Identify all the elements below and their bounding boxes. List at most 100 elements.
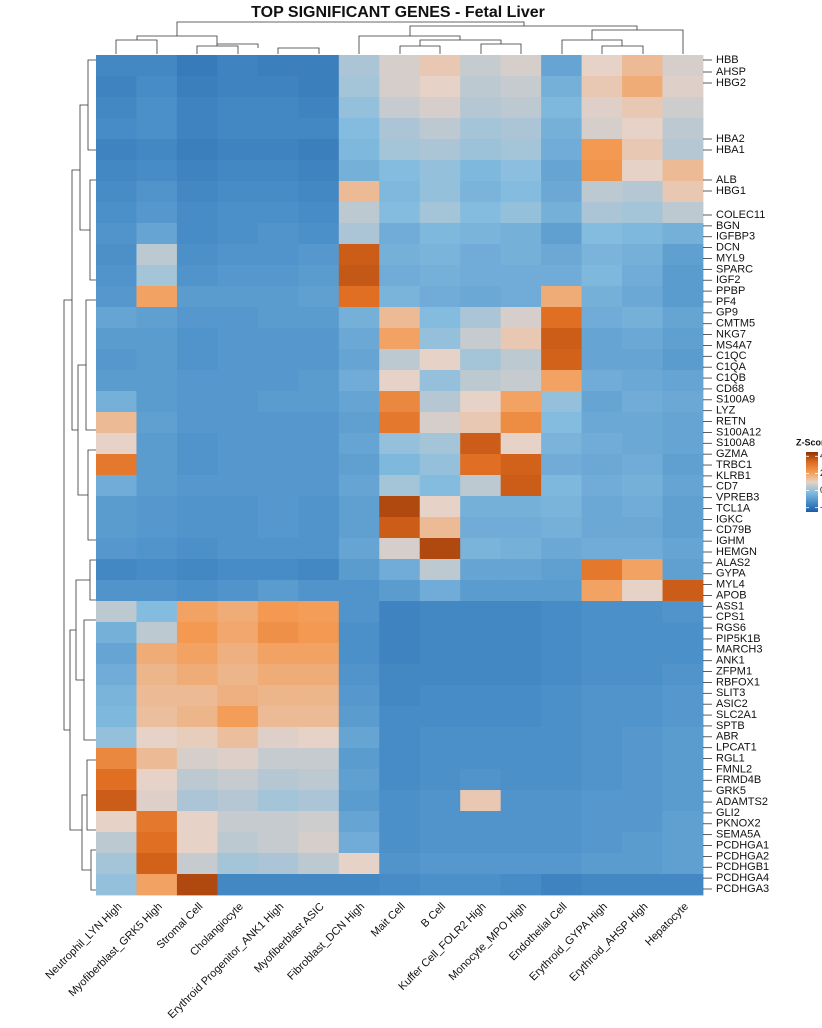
heatmap-cell xyxy=(176,622,218,644)
heatmap-cell xyxy=(500,559,542,581)
heatmap-cell xyxy=(581,538,623,560)
heatmap-cell xyxy=(662,664,704,686)
heatmap-cell xyxy=(622,412,663,434)
heatmap-cell xyxy=(298,265,340,287)
row-label: VPREB3 xyxy=(716,492,759,504)
heatmap-cell xyxy=(298,349,340,371)
heatmap-cell xyxy=(338,265,380,287)
heatmap-cell xyxy=(581,391,623,413)
row-label: COLEC11 xyxy=(716,209,765,221)
heatmap-cell xyxy=(96,664,137,686)
column-label: Erythroid_GYPA High xyxy=(527,901,610,984)
heatmap-cell xyxy=(419,706,461,728)
heatmap-cell xyxy=(96,118,137,140)
heatmap-cell xyxy=(662,853,704,875)
heatmap-cell xyxy=(217,790,259,812)
heatmap-cell xyxy=(96,328,137,350)
row-label: RETN xyxy=(716,415,746,427)
heatmap-cell xyxy=(136,643,178,665)
heatmap-cell xyxy=(176,265,218,287)
heatmap-cell xyxy=(338,517,380,539)
heatmap-cell xyxy=(622,559,663,581)
heatmap-cell xyxy=(460,559,502,581)
row-label: PCDHGA4 xyxy=(716,872,769,884)
heatmap-cell xyxy=(338,790,380,812)
heatmap-cell xyxy=(541,328,582,350)
heatmap-cell xyxy=(581,286,623,308)
heatmap-cell xyxy=(662,55,704,77)
heatmap-cell xyxy=(217,181,259,203)
heatmap-cell xyxy=(136,118,178,140)
heatmap-cell xyxy=(541,265,582,287)
heatmap-cell xyxy=(541,517,582,539)
row-label: TCL1A xyxy=(716,502,751,514)
heatmap-cell xyxy=(96,433,137,455)
row-label: C1QC xyxy=(716,350,747,362)
heatmap-cell xyxy=(581,97,623,119)
heatmap-cell xyxy=(136,727,178,749)
heatmap-cell xyxy=(460,307,502,329)
heatmap-cell xyxy=(176,790,218,812)
heatmap-cell xyxy=(581,622,623,644)
heatmap-cell xyxy=(460,328,502,350)
heatmap-cell xyxy=(217,832,259,854)
heatmap-cell xyxy=(176,496,218,518)
heatmap-cell xyxy=(460,685,502,707)
heatmap-cell xyxy=(298,874,340,896)
heatmap-cell xyxy=(622,391,663,413)
heatmap-cell xyxy=(338,97,380,119)
heatmap-cell xyxy=(581,181,623,203)
row-label: S100A12 xyxy=(716,426,761,438)
heatmap-cell xyxy=(419,853,461,875)
heatmap-cell xyxy=(136,223,178,245)
heatmap-cell xyxy=(662,790,704,812)
heatmap-cell xyxy=(500,328,542,350)
heatmap-cell xyxy=(581,727,623,749)
heatmap-cell xyxy=(662,391,704,413)
heatmap-cell xyxy=(379,244,421,266)
heatmap-cell xyxy=(581,874,623,896)
heatmap-cell xyxy=(257,118,299,140)
heatmap-cell xyxy=(96,370,137,392)
heatmap-cell xyxy=(257,55,299,77)
heatmap-cell xyxy=(217,139,259,161)
heatmap-cell xyxy=(136,496,178,518)
heatmap-cell xyxy=(379,391,421,413)
heatmap-cell xyxy=(500,874,542,896)
heatmap-cell xyxy=(581,433,623,455)
heatmap-cell xyxy=(298,643,340,665)
heatmap-cell xyxy=(298,727,340,749)
heatmap-cell xyxy=(541,496,582,518)
row-label: HBB xyxy=(716,54,739,66)
heatmap-cell xyxy=(176,160,218,182)
heatmap-cell xyxy=(419,370,461,392)
heatmap-cell xyxy=(96,706,137,728)
heatmap-cell xyxy=(96,748,137,770)
heatmap-cell xyxy=(176,286,218,308)
heatmap-cell xyxy=(581,370,623,392)
heatmap-cell xyxy=(176,580,218,602)
heatmap-cell xyxy=(136,811,178,833)
heatmap-cell xyxy=(541,580,582,602)
heatmap-cell xyxy=(96,454,137,476)
heatmap-cell xyxy=(176,244,218,266)
heatmap-cell xyxy=(581,643,623,665)
column-label: Neutrophil_LYN High xyxy=(43,901,124,982)
heatmap-cell xyxy=(298,76,340,98)
heatmap-cell xyxy=(217,391,259,413)
heatmap-cell xyxy=(500,160,542,182)
heatmap-cell xyxy=(662,286,704,308)
heatmap-cell xyxy=(338,559,380,581)
heatmap-cell xyxy=(136,370,178,392)
heatmap-cell xyxy=(217,244,259,266)
heatmap-cell xyxy=(662,181,704,203)
row-label: PCDHGA1 xyxy=(716,839,769,851)
heatmap-cell xyxy=(257,139,299,161)
heatmap-cell xyxy=(662,517,704,539)
heatmap-cell xyxy=(257,832,299,854)
heatmap-cell xyxy=(298,412,340,434)
heatmap-cell xyxy=(419,55,461,77)
heatmap-cell xyxy=(500,202,542,224)
heatmap-cell xyxy=(298,55,340,77)
heatmap-cell xyxy=(298,454,340,476)
